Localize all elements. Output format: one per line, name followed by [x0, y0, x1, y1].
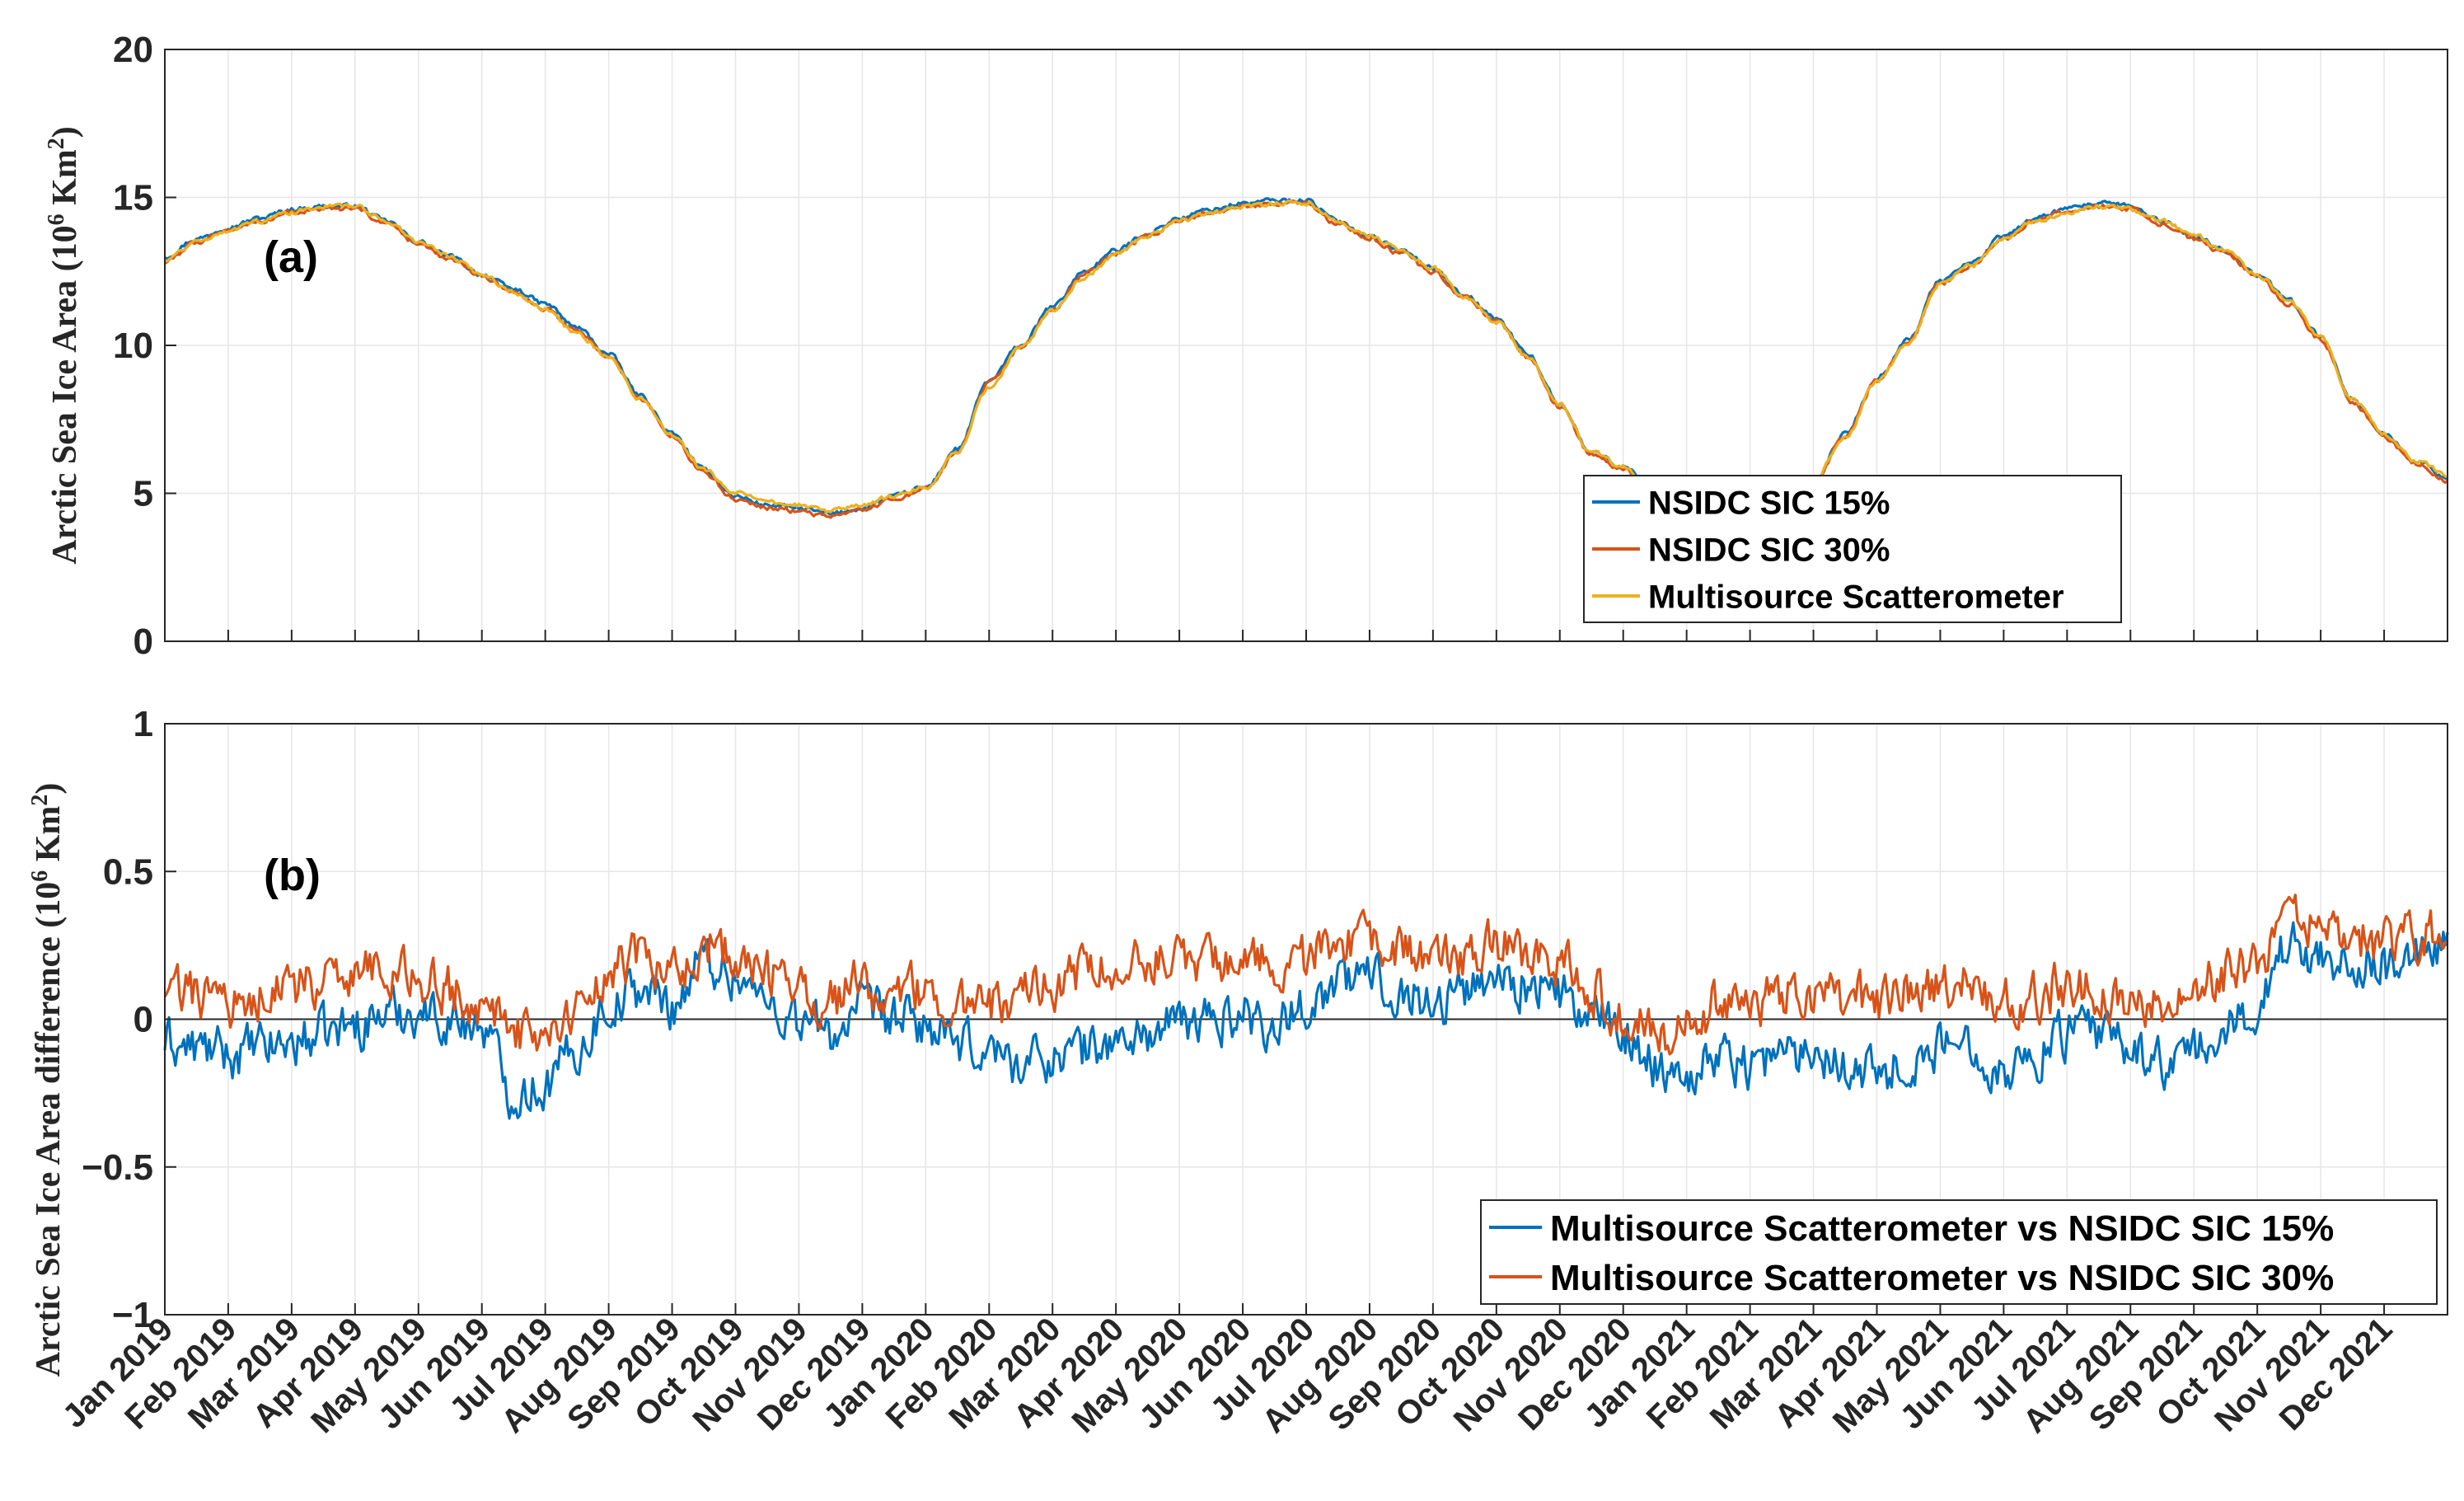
panel-a-legend-box	[1583, 475, 2122, 623]
panel-b-area-difference: −1 −0.5 0 0.5 1 (b) Arctic Sea Ice Area diff…	[27, 704, 2449, 1440]
panel-a-sea-ice-area: 0 5 10 15 20 (a) Arctic Sea Ice Area (106 Km…	[44, 30, 2449, 662]
panel-b-y-tick-label-0: −1	[112, 1295, 153, 1335]
panel-a-series	[164, 197, 2449, 532]
panel-b-ylabel-sup1: 6	[27, 870, 53, 882]
panel-a-series-line-2	[164, 199, 2448, 525]
panel-b-legend: Multisource Scatterometer vs NSIDC SIC 1…	[1480, 1199, 2438, 1305]
panel-b-y-tick-label-3: 0.5	[103, 851, 153, 892]
panel-a-ylabel-mid: Km	[46, 149, 84, 213]
panel-a-x-ticks	[164, 630, 2448, 641]
panel-a-legend-label-1: NSIDC SIC 30%	[1648, 532, 1890, 568]
panel-b-legend-label-1: Multisource Scatterometer vs NSIDC SIC 3…	[1550, 1258, 2334, 1298]
panel-b-ylabel: Arctic Sea Ice Area difference (106 Km2)	[27, 783, 68, 1377]
panel-a-ylabel: Arctic Sea Ice Area (106 Km2)	[44, 126, 85, 564]
panel-a-legend: NSIDC SIC 15% NSIDC SIC 30% Multisource Sc…	[1583, 475, 2122, 623]
panel-b-label: (b)	[264, 851, 321, 900]
panel-a-y-tick-label-2: 10	[113, 326, 153, 366]
panel-b-series-line-1	[163, 894, 2448, 1056]
panel-a-y-tick-label-0: 0	[134, 622, 153, 662]
panel-b-y-tick-label-4: 1	[134, 704, 153, 744]
panel-b-ylabel-sup2: 2	[27, 795, 53, 806]
panel-a-y-ticks: 0 5 10 15 20	[113, 30, 176, 662]
panel-a-ylabel-main: Arctic Sea Ice Area (10	[46, 225, 84, 564]
panel-b-ylabel-end: )	[30, 783, 68, 795]
panel-b-legend-label-0: Multisource Scatterometer vs NSIDC SIC 1…	[1550, 1208, 2334, 1249]
panel-b-ylabel-mid: Km	[30, 806, 68, 870]
panel-b-y-ticks: −1 −0.5 0 0.5 1	[82, 704, 176, 1335]
panel-b-series	[163, 894, 2449, 1120]
panel-b-y-tick-label-1: −0.5	[82, 1147, 153, 1188]
panel-b-series-line-0	[163, 921, 2449, 1120]
panel-a-y-tick-label-1: 5	[134, 474, 153, 514]
panel-a-ylabel-sup2: 2	[44, 138, 69, 149]
panel-b-x-ticks	[164, 1303, 2448, 1315]
panel-a-ylabel-end: )	[46, 126, 84, 138]
panel-a-legend-label-2: Multisource Scatterometer	[1648, 579, 2064, 615]
panel-a-legend-label-0: NSIDC SIC 15%	[1648, 485, 1890, 521]
panel-a-y-tick-label-3: 15	[113, 178, 153, 218]
panel-a-label: (a)	[264, 232, 318, 282]
panel-b-legend-box	[1480, 1199, 2438, 1305]
panel-b-y-tick-label-2: 0	[134, 1000, 153, 1040]
panel-a-ylabel-sup1: 6	[44, 213, 69, 225]
panel-b-ylabel-main: Arctic Sea Ice Area difference (10	[30, 882, 68, 1377]
panel-a-y-tick-label-4: 20	[113, 30, 153, 70]
